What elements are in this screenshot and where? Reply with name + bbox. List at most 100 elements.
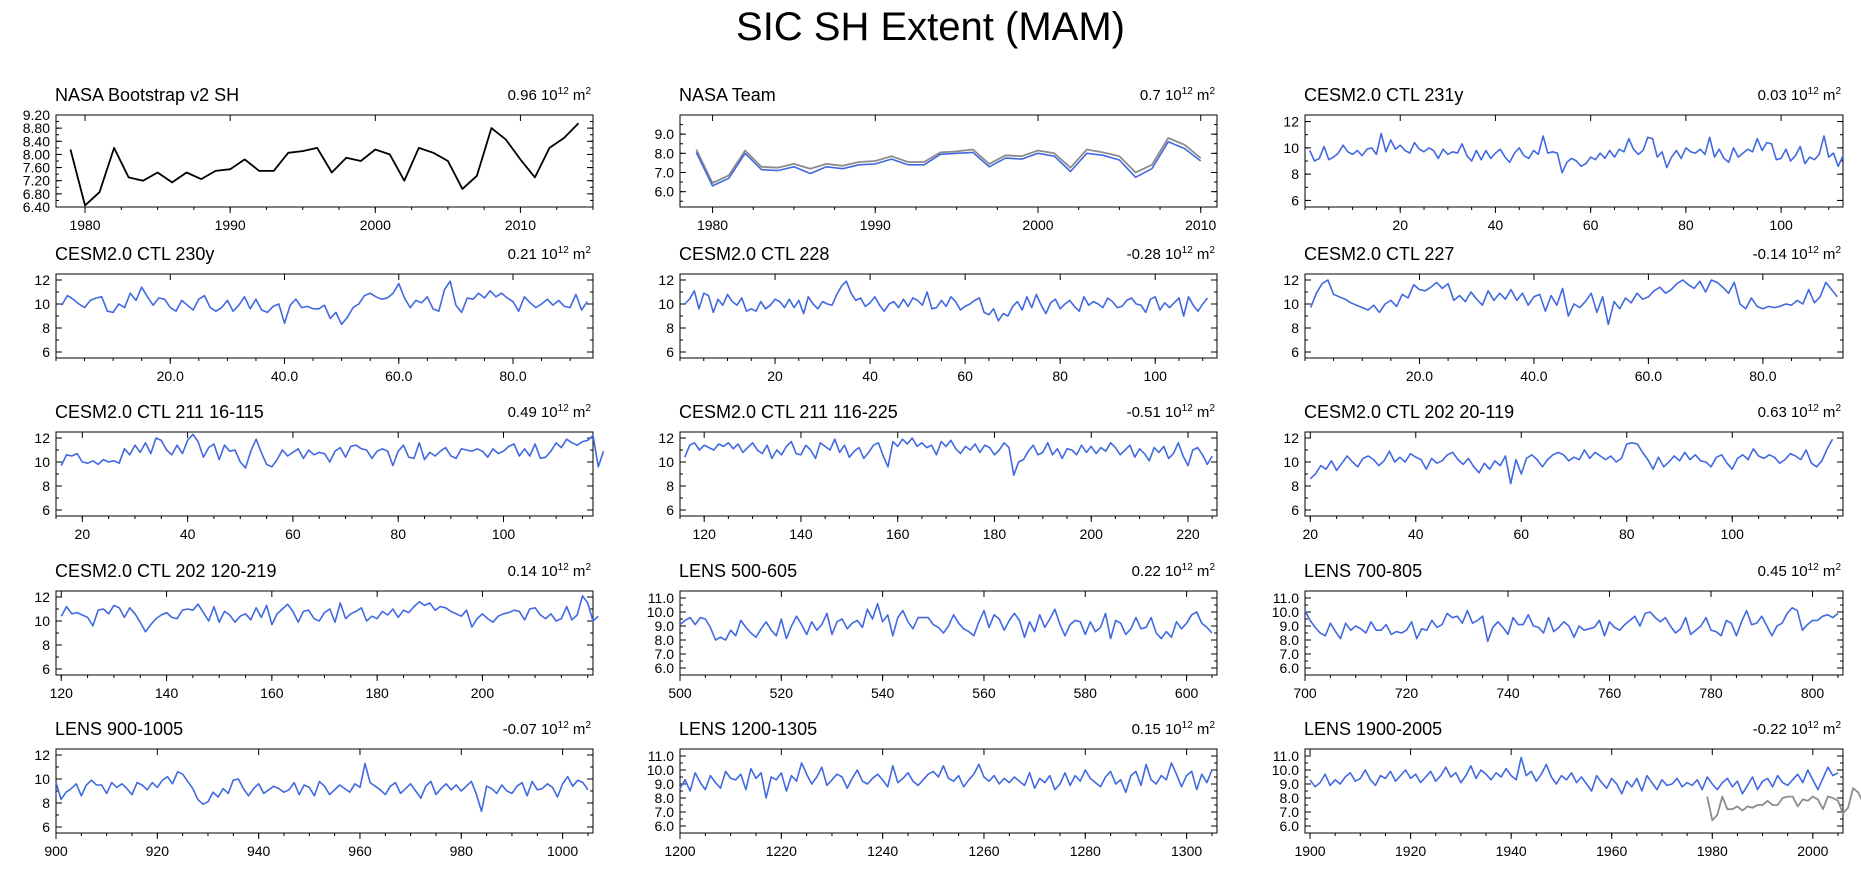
panel-cesm2-0-ctl-230y-xtick-label: 80.0 — [499, 368, 526, 384]
panel-nasa-bootstrap-v2-sh-stat: 0.96 1012 m2 — [508, 86, 592, 104]
panel-cesm2-0-ctl-211-16-115-title: CESM2.0 CTL 211 16-115 — [55, 402, 264, 422]
panel-lens-1900-2005-xtick-label: 1900 — [1294, 843, 1325, 859]
panel-cesm2-0-ctl-202-120-219-ytick-label: 8 — [42, 637, 50, 653]
panel-nasa-bootstrap-v2-sh-ytick-label: 8.40 — [23, 133, 50, 149]
panel-cesm2-0-ctl-202-120-219-series-cesm2-0-ctl-202-120-219 — [60, 594, 599, 633]
panel-nasa-bootstrap-v2-sh-ytick-label: 8.80 — [23, 120, 50, 136]
panel-cesm2-0-ctl-231y-ytick-label: 6 — [1291, 192, 1299, 208]
panel-cesm2-0-ctl-211-116-225-ytick-label: 6 — [666, 502, 674, 518]
panel-cesm2-0-ctl-230y-stat-unit: m — [569, 246, 586, 263]
panel-lens-500-605-series-lens-500-605 — [679, 602, 1213, 641]
panel-lens-700-805-ytick-label: 6.0 — [1280, 660, 1300, 676]
panel-cesm2-0-ctl-211-116-225-ytick-label: 8 — [666, 478, 674, 494]
panel-nasa-bootstrap-v2-sh-ytick-label: 6.80 — [23, 186, 50, 202]
panel-nasa-bootstrap-v2-sh-xtick-label: 1980 — [69, 217, 100, 233]
panel-lens-1900-2005-stat-unit: m — [1819, 721, 1836, 738]
panel-lens-1900-2005-ytick-label: 9.0 — [1280, 776, 1300, 792]
panel-lens-1200-1305-xtick-label: 1200 — [664, 843, 695, 859]
panel-cesm2-0-ctl-231y-frame — [1304, 114, 1844, 208]
panel-lens-700-805-xtick-label: 700 — [1293, 685, 1317, 701]
panel-cesm2-0-ctl-228-xtick-label: 80 — [1052, 368, 1068, 384]
panel-lens-1200-1305-xtick-label: 1300 — [1171, 843, 1202, 859]
panel-cesm2-0-ctl-202-20-119-title: CESM2.0 CTL 202 20-119 — [1304, 402, 1514, 422]
panel-cesm2-0-ctl-231y-series-cesm2-0-ctl-231y — [1309, 132, 1844, 174]
panel-cesm2-0-ctl-211-16-115-ytick-label: 10 — [34, 454, 50, 470]
panel-cesm2-0-ctl-211-116-225-xtick-label: 120 — [693, 526, 717, 542]
panel-cesm2-0-ctl-231y-stat: 0.03 1012 m2 — [1758, 86, 1842, 104]
panel-cesm2-0-ctl-202-20-119-xtick-label: 40 — [1408, 526, 1424, 542]
panel-lens-500-605: LENS 500-605 0.22 1012 m2 6.07.08.09.010.0… — [647, 561, 1218, 701]
panel-cesm2-0-ctl-211-16-115-ytick-label: 8 — [42, 478, 50, 494]
panel-lens-1200-1305-xtick-label: 1280 — [1070, 843, 1101, 859]
panel-lens-1900-2005-stat-value: -0.22 10 — [1753, 721, 1808, 738]
panel-lens-900-1005-xtick-label: 900 — [44, 843, 68, 859]
panel-lens-500-605-ytick-label: 10.0 — [647, 604, 674, 620]
panel-nasa-team-xtick-label: 1980 — [697, 217, 728, 233]
panel-lens-1900-2005-xtick-label: 1960 — [1596, 843, 1627, 859]
panel-cesm2-0-ctl-228-stat: -0.28 1012 m2 — [1127, 245, 1216, 263]
panel-cesm2-0-ctl-211-116-225-xtick-label: 180 — [983, 526, 1007, 542]
panel-cesm2-0-ctl-211-116-225-xtick-label: 140 — [789, 526, 813, 542]
panel-lens-700-805-stat-unit-exp: 2 — [1835, 562, 1841, 573]
panel-nasa-team-xtick-label: 2000 — [1022, 217, 1053, 233]
panel-cesm2-0-ctl-202-120-219: CESM2.0 CTL 202 120-219 0.14 1012 m268101… — [34, 561, 599, 701]
panel-cesm2-0-ctl-202-120-219-stat-unit: m — [569, 563, 586, 580]
panel-lens-700-805-title: LENS 700-805 — [1304, 561, 1422, 581]
panel-cesm2-0-ctl-227-xtick-label: 20.0 — [1406, 368, 1433, 384]
panel-cesm2-0-ctl-228-stat-unit: m — [1193, 246, 1210, 263]
panel-nasa-team-series-nasa-team-gray — [695, 137, 1202, 184]
panel-nasa-bootstrap-v2-sh-title: NASA Bootstrap v2 SH — [55, 85, 239, 105]
panel-nasa-team-title: NASA Team — [679, 85, 776, 105]
panel-cesm2-0-ctl-228-ytick-label: 6 — [666, 344, 674, 360]
panel-cesm2-0-ctl-202-20-119-ytick-label: 8 — [1291, 478, 1299, 494]
panel-cesm2-0-ctl-228-stat-exp: 12 — [1182, 245, 1194, 256]
panel-cesm2-0-ctl-228-ytick-label: 8 — [666, 320, 674, 336]
panel-nasa-team-series-nasa-team — [695, 141, 1202, 187]
panel-cesm2-0-ctl-202-20-119-stat-unit: m — [1819, 404, 1836, 421]
panel-lens-500-605-stat-value: 0.22 10 — [1132, 563, 1182, 580]
panel-cesm2-0-ctl-231y-stat-exp: 12 — [1808, 86, 1820, 97]
panel-lens-900-1005-stat-value: -0.07 10 — [503, 721, 558, 738]
panel-nasa-team-stat-value: 0.7 10 — [1140, 87, 1182, 104]
panel-nasa-bootstrap-v2-sh: NASA Bootstrap v2 SH 0.96 1012 m2 6.406.80… — [23, 85, 594, 233]
panel-cesm2-0-ctl-230y-ytick-label: 12 — [34, 272, 50, 288]
panel-cesm2-0-ctl-228-stat-value: -0.28 10 — [1127, 246, 1182, 263]
panel-cesm2-0-ctl-227-series-cesm2-0-ctl-227 — [1309, 279, 1838, 326]
panel-lens-500-605-xtick-label: 540 — [871, 685, 895, 701]
panel-nasa-bootstrap-v2-sh-xtick-label: 2000 — [360, 217, 391, 233]
panel-lens-1200-1305: LENS 1200-1305 0.15 1012 m2 6.07.08.09.010… — [647, 719, 1218, 859]
panel-lens-700-805-stat: 0.45 1012 m2 — [1758, 562, 1842, 580]
panel-cesm2-0-ctl-211-116-225-xtick-label: 160 — [886, 526, 910, 542]
panel-lens-1900-2005-series-lens-1900-2005 — [1309, 756, 1839, 795]
panel-lens-1200-1305-ytick-label: 7.0 — [655, 804, 675, 820]
panel-nasa-bootstrap-v2-sh-ytick-label: 8.00 — [23, 146, 50, 162]
panel-cesm2-0-ctl-228-ytick-label: 10 — [658, 296, 674, 312]
panel-cesm2-0-ctl-211-116-225-series-cesm2-0-ctl-211-116-225 — [684, 437, 1213, 477]
panel-lens-1200-1305-stat-value: 0.15 10 — [1132, 721, 1182, 738]
panel-lens-1200-1305-xtick-label: 1260 — [968, 843, 999, 859]
panel-lens-500-605-xtick-label: 500 — [668, 685, 692, 701]
panel-cesm2-0-ctl-230y-stat: 0.21 1012 m2 — [508, 245, 592, 263]
panel-cesm2-0-ctl-202-120-219-xtick-label: 180 — [365, 685, 389, 701]
panel-lens-1900-2005-frame — [1304, 748, 1844, 834]
panel-cesm2-0-ctl-202-20-119-stat: 0.63 1012 m2 — [1758, 403, 1842, 421]
panel-nasa-team-stat-unit-exp: 2 — [1209, 86, 1215, 97]
panel-cesm2-0-ctl-227-stat-exp: 12 — [1808, 245, 1820, 256]
panel-cesm2-0-ctl-202-120-219-title: CESM2.0 CTL 202 120-219 — [55, 561, 276, 581]
panel-cesm2-0-ctl-202-20-119-xtick-label: 80 — [1619, 526, 1635, 542]
panel-cesm2-0-ctl-231y-stat-value: 0.03 10 — [1758, 87, 1808, 104]
panel-cesm2-0-ctl-231y-stat-unit-exp: 2 — [1835, 86, 1841, 97]
panel-cesm2-0-ctl-230y-series-cesm2-0-ctl-230y — [61, 280, 588, 326]
panel-lens-700-805-xtick-label: 800 — [1801, 685, 1825, 701]
panel-cesm2-0-ctl-202-20-119: CESM2.0 CTL 202 20-119 0.63 1012 m2681012… — [1283, 402, 1844, 542]
panel-cesm2-0-ctl-227-stat: -0.14 1012 m2 — [1753, 245, 1842, 263]
panel-cesm2-0-ctl-211-116-225-title: CESM2.0 CTL 211 116-225 — [679, 402, 898, 422]
panel-cesm2-0-ctl-228-xtick-label: 40 — [862, 368, 878, 384]
panel-cesm2-0-ctl-202-120-219-stat-unit-exp: 2 — [585, 562, 591, 573]
panel-lens-1900-2005: LENS 1900-2005 -0.22 1012 m26.07.08.09.01… — [1272, 719, 1861, 859]
panel-lens-900-1005-title: LENS 900-1005 — [55, 719, 183, 739]
panel-lens-1200-1305-stat-unit: m — [1193, 721, 1210, 738]
